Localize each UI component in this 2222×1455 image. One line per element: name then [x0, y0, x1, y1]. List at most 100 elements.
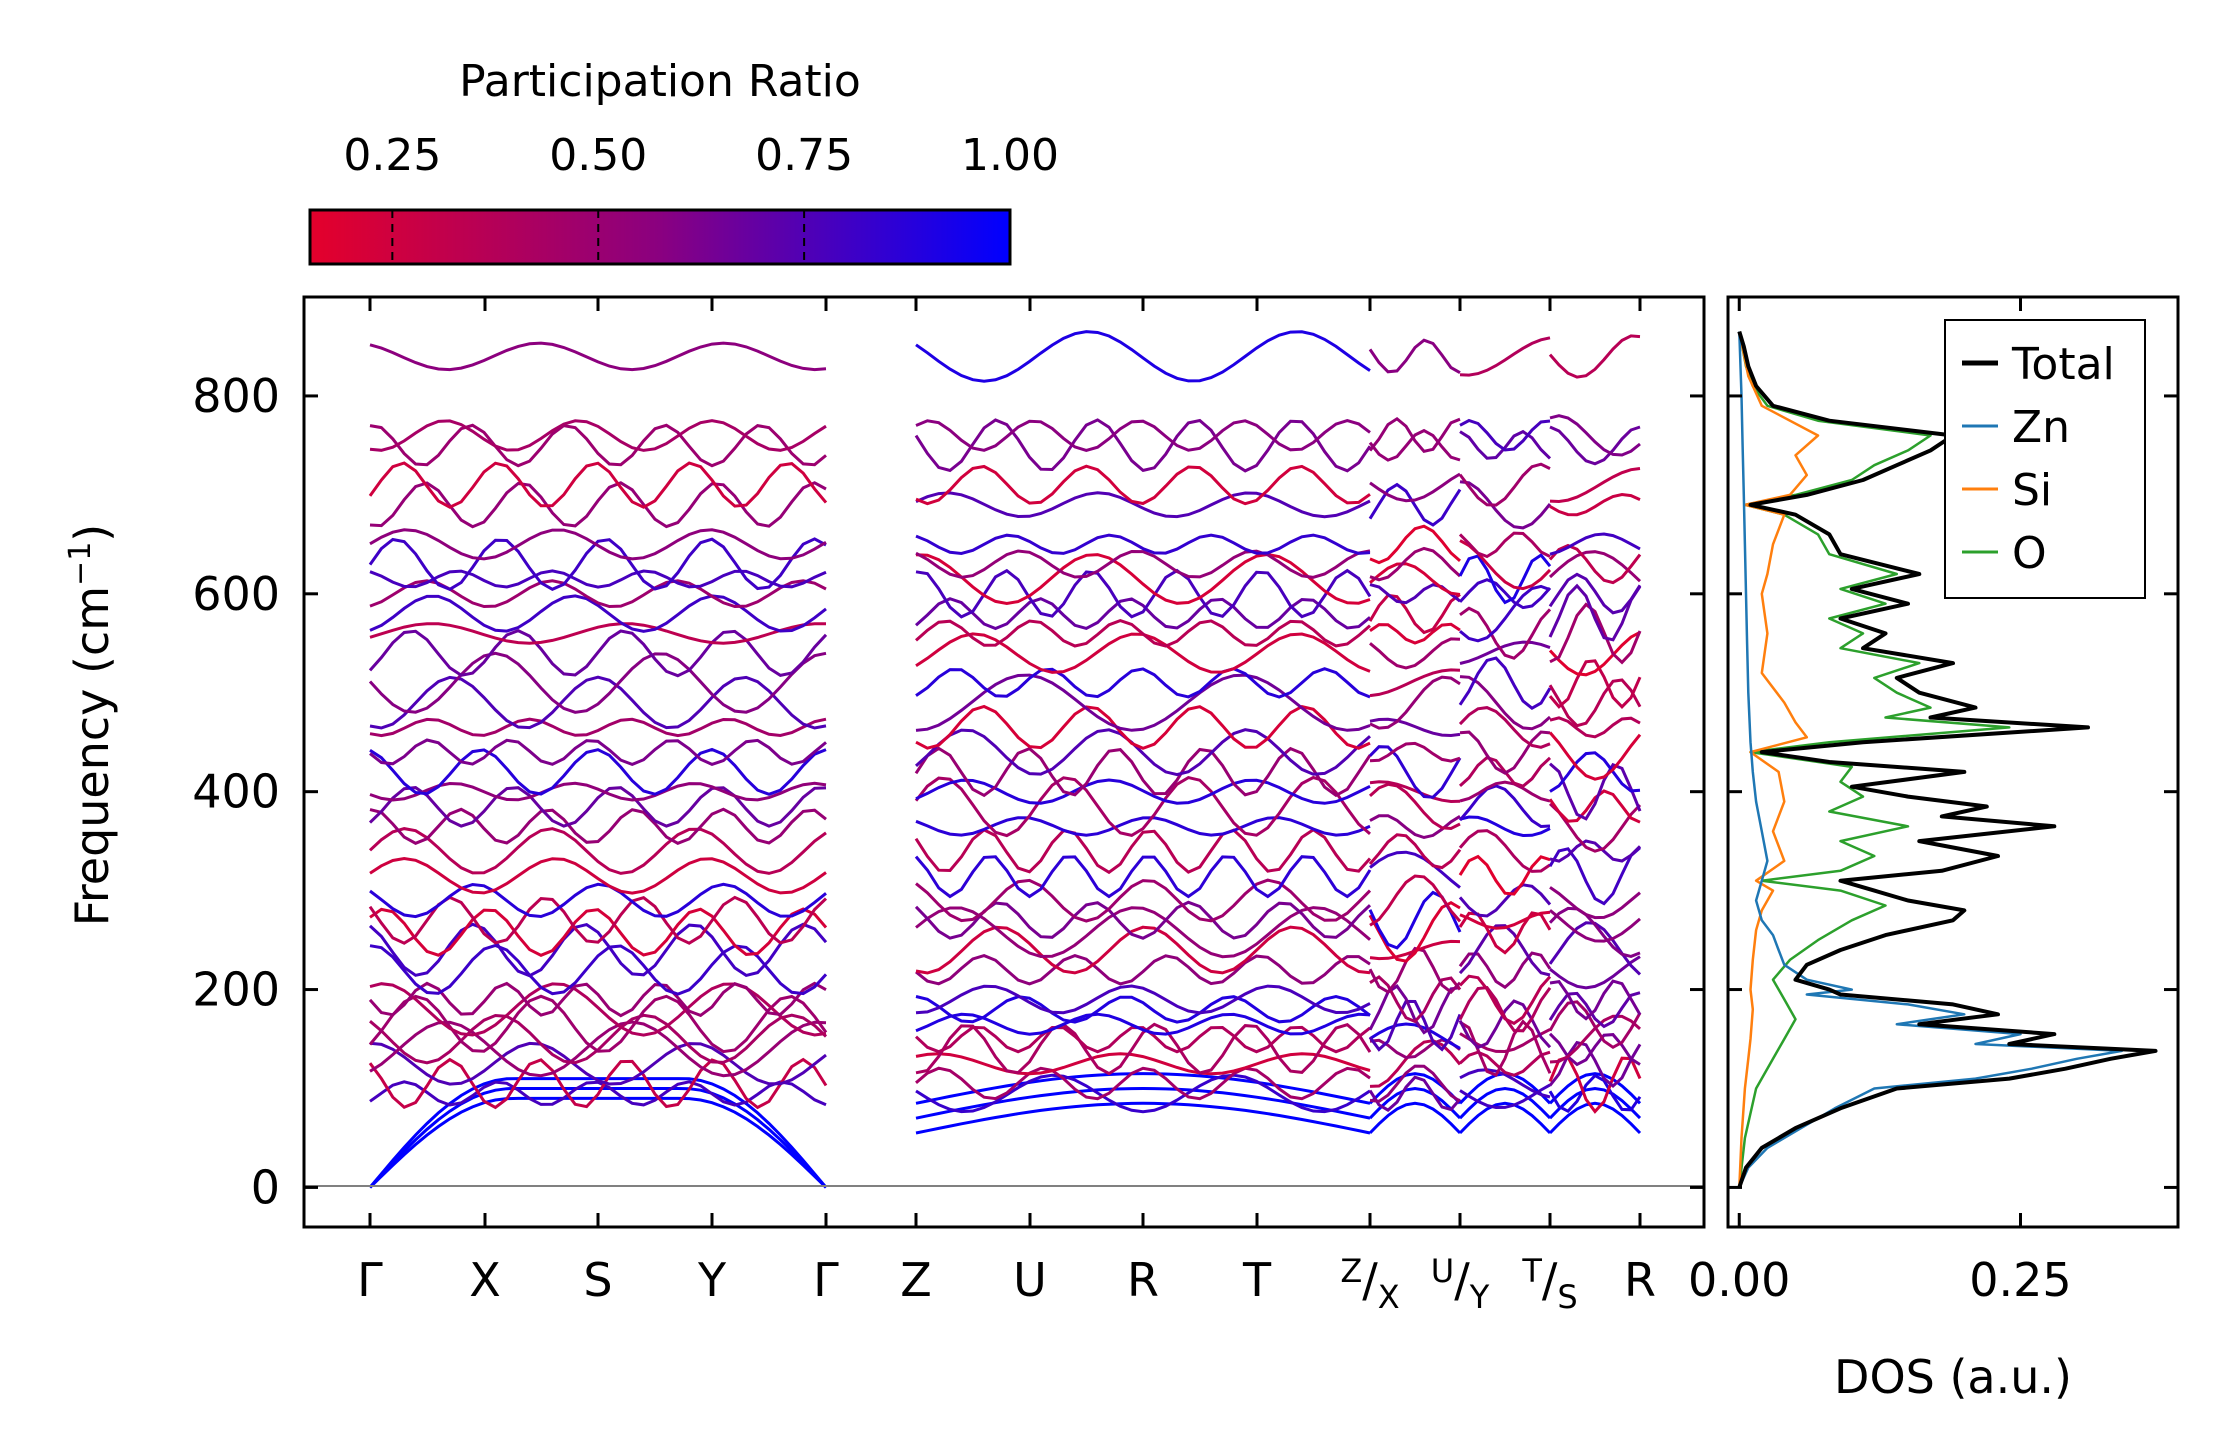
dos-axis: 0.00 0.25 — [1688, 297, 2178, 1307]
phonon-branch — [1458, 999, 1552, 1050]
phonon-branch — [915, 1066, 1371, 1101]
phonon-branch — [915, 673, 1371, 732]
phonon-branch — [1368, 1086, 1462, 1120]
dos-axes-frame — [1726, 295, 2180, 1229]
dos-legend: Total Zn Si O — [1944, 319, 2146, 599]
phonon-branch — [1459, 780, 1551, 803]
phonon-branch — [1458, 854, 1551, 896]
kpath-tick-label: Z/X — [1340, 1252, 1399, 1316]
phonon-branch — [1369, 1064, 1461, 1103]
phonon-branch — [1548, 1086, 1642, 1120]
phonon-branch — [1369, 850, 1461, 889]
phonon-branch — [1368, 833, 1462, 870]
phonon-branch — [1549, 955, 1641, 990]
phonon-branch — [1369, 975, 1462, 1024]
phonon-branch — [1458, 531, 1551, 559]
phonon-branch — [369, 423, 827, 468]
band-structure-panel: 0 200 400 600 800 Γ X S Y Γ Z U R T Z/X U/Y T/S R Freque… — [63, 295, 1706, 1316]
phonon-branch — [1369, 782, 1461, 831]
phonon-branch — [368, 1096, 828, 1189]
phonon-branch — [368, 922, 828, 978]
phonon-branch — [915, 419, 1371, 452]
phonon-branch — [369, 594, 827, 633]
phonon-branch — [915, 1022, 1372, 1076]
phonon-branch — [368, 981, 827, 1018]
phonon-branch — [369, 341, 827, 372]
phonon-branch — [1369, 637, 1461, 670]
phonon-branch — [1368, 946, 1462, 995]
phonon-branch — [1369, 675, 1461, 730]
phonon-branch — [1458, 656, 1552, 711]
band-axes-frame — [302, 295, 1706, 1229]
legend-entry: O — [2012, 528, 2047, 579]
phonon-branch — [1459, 1083, 1551, 1110]
kpath-tick-label: Z — [900, 1253, 932, 1307]
phonon-branch — [915, 464, 1371, 506]
frequency-tick-label: 200 — [192, 963, 280, 1017]
phonon-branch — [914, 775, 1371, 838]
colorbar-tick-label: 0.50 — [549, 130, 647, 181]
dos-tick-label: 0.00 — [1688, 1253, 1790, 1307]
phonon-branch — [369, 1041, 827, 1086]
phonon-branch — [1549, 909, 1641, 943]
kpath-tick-label: R — [1624, 1253, 1656, 1307]
phonon-branch — [1548, 789, 1641, 824]
colorbar-tick-label: 1.00 — [961, 130, 1059, 181]
phonon-branch — [915, 491, 1371, 519]
phonon-branch — [1459, 336, 1551, 377]
colorbar-label: Participation Ratio — [459, 56, 861, 107]
phonon-branch — [1548, 991, 1641, 1029]
phonon-branch — [915, 778, 1371, 805]
phonon-branch — [914, 855, 1372, 899]
phonon-branch — [1548, 1000, 1642, 1050]
phonon-branch — [1549, 532, 1641, 556]
phonon-branch — [915, 1073, 1371, 1114]
phonon-branch — [1548, 583, 1642, 642]
phonon-branch — [1458, 1086, 1552, 1120]
kpath-tick-label: U — [1013, 1253, 1047, 1307]
phonon-branch — [368, 628, 828, 678]
phonon-branch — [369, 675, 827, 730]
phonon-branch — [1548, 1072, 1642, 1105]
phonon-branch — [915, 549, 1371, 579]
phonon-branch — [1548, 1032, 1641, 1067]
phonon-branch — [1369, 939, 1461, 961]
dos-curve-total — [1737, 331, 2158, 1189]
phonon-branch — [1458, 1101, 1552, 1135]
phonon-branch — [1368, 338, 1461, 375]
phonon-branch — [915, 1072, 1371, 1105]
phonon-branch — [1369, 780, 1461, 804]
legend-entry: Total — [2011, 339, 2115, 390]
phonon-branch — [369, 717, 827, 738]
phonon-branch — [1459, 910, 1551, 930]
frequency-axis: 0 200 400 600 800 — [192, 369, 1704, 1214]
phonon-branch — [915, 925, 1371, 975]
legend-entry: Zn — [2012, 402, 2070, 453]
phonon-branch — [1549, 762, 1642, 821]
phonon-branch — [1368, 745, 1462, 799]
phonon-branch — [1368, 1101, 1462, 1135]
phonon-branch — [1458, 974, 1552, 1026]
phonon-branch — [915, 552, 1371, 606]
phonon-branch — [1458, 553, 1552, 605]
phonon-branch — [915, 878, 1372, 923]
phonon-branch — [369, 622, 827, 645]
phonon-branches — [368, 330, 1642, 1189]
phonon-branch — [368, 461, 828, 509]
phonon-branch — [915, 906, 1371, 959]
phonon-branch — [1368, 428, 1461, 462]
phonon-branch — [1549, 602, 1642, 665]
phonon-branch — [368, 994, 828, 1054]
phonon-branch — [369, 781, 827, 802]
phonon-branch — [369, 856, 827, 895]
phonon-branch — [1548, 572, 1642, 615]
phonon-branch — [368, 537, 827, 591]
phonon-branch — [1549, 1014, 1641, 1064]
phonon-branch — [369, 943, 828, 996]
phonon-branch — [1369, 668, 1461, 698]
phonon-branch — [915, 954, 1371, 986]
phonon-branch — [914, 597, 1371, 631]
phonon-branch — [915, 1052, 1371, 1076]
phonon-branch — [915, 533, 1371, 556]
phonon-branch — [1458, 578, 1552, 610]
